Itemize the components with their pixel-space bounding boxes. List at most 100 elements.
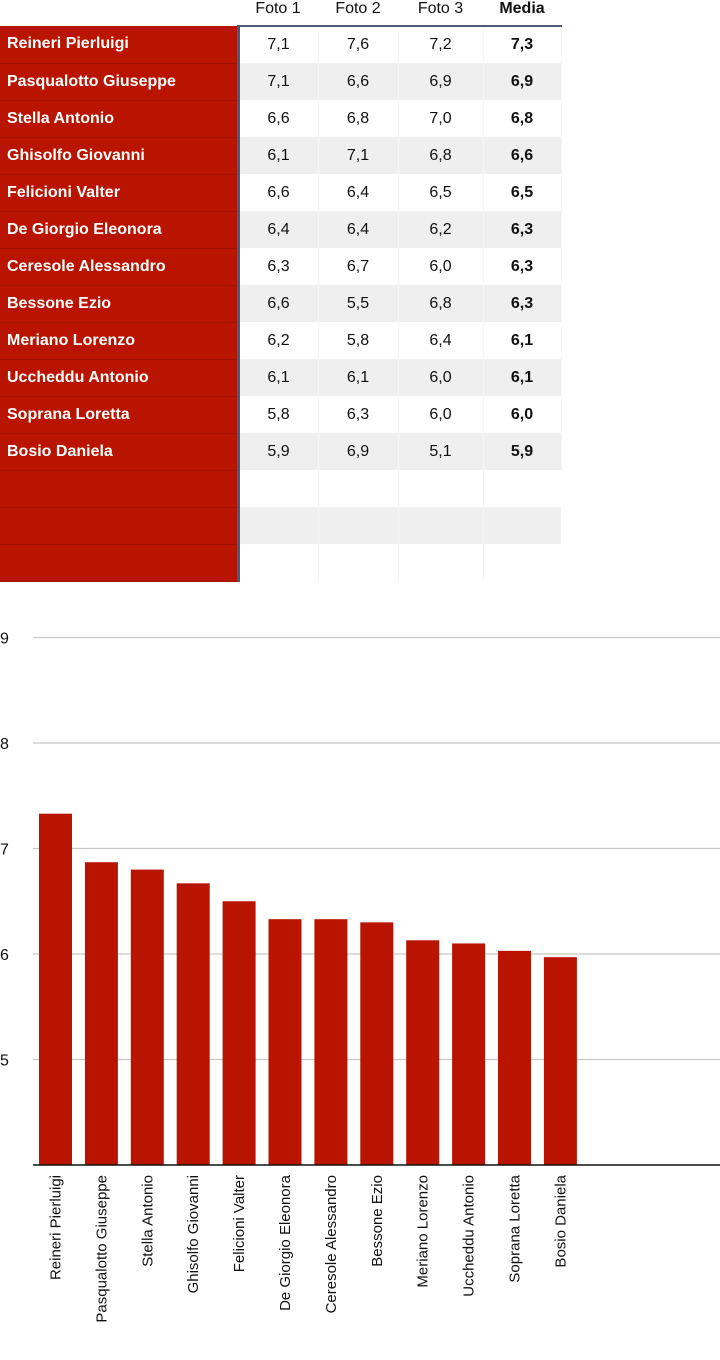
bar — [130, 869, 164, 1165]
foto2-cell: 6,9 — [318, 433, 399, 470]
x-category-label: Bessone Ezio — [369, 1175, 386, 1267]
table-row — [0, 470, 561, 508]
name-cell: Soprana Loretta — [0, 396, 240, 434]
x-category-label: Ceresole Alessandro — [323, 1175, 340, 1313]
foto3-cell: 6,8 — [398, 137, 484, 174]
name-cell: Stella Antonio — [0, 100, 240, 138]
bar — [406, 940, 440, 1165]
foto2-cell: 6,8 — [318, 100, 399, 137]
table-row: Soprana Loretta 5,8 6,3 6,0 6,0 — [0, 396, 562, 434]
foto1-cell: 7,1 — [238, 63, 319, 100]
table-row: Felicioni Valter 6,6 6,4 6,5 6,5 — [0, 174, 562, 212]
table-row: Pasqualotto Giuseppe 7,1 6,6 6,9 6,9 — [0, 63, 562, 101]
media-cell: 5,9 — [483, 433, 562, 470]
name-cell: Felicioni Valter — [0, 174, 240, 212]
foto1-cell: 6,6 — [238, 285, 319, 322]
name-cell: Ghisolfo Giovanni — [0, 137, 240, 175]
foto1-cell: 6,4 — [238, 211, 319, 248]
media-cell: 6,1 — [483, 322, 562, 359]
foto2-cell: 6,1 — [318, 359, 399, 396]
foto2-cell: 7,1 — [318, 137, 399, 174]
header-foto3: Foto 3 — [398, 0, 483, 27]
y-tick-label: 9 — [0, 631, 9, 648]
name-cell: Bessone Ezio — [0, 285, 240, 323]
table-row: Stella Antonio 6,6 6,8 7,0 6,8 — [0, 100, 562, 138]
y-tick-label: 5 — [0, 1053, 9, 1070]
table-row: Uccheddu Antonio 6,1 6,1 6,0 6,1 — [0, 359, 562, 397]
foto3-cell: 6,0 — [398, 396, 484, 433]
media-cell — [483, 544, 561, 581]
foto3-cell: 6,8 — [398, 285, 484, 322]
name-cell: Meriano Lorenzo — [0, 322, 240, 360]
foto3-cell: 7,2 — [398, 26, 484, 63]
media-cell: 6,0 — [483, 396, 562, 433]
table-header-row: Foto 1 Foto 2 Foto 3 Media — [0, 0, 561, 27]
bar — [360, 922, 394, 1165]
name-cell — [0, 470, 240, 508]
y-tick-label: 7 — [0, 842, 9, 859]
bar — [543, 957, 577, 1165]
foto1-cell: 6,1 — [238, 137, 319, 174]
x-category-label: Felicioni Valter — [231, 1175, 248, 1272]
foto2-cell: 5,5 — [318, 285, 399, 322]
name-cell: Pasqualotto Giuseppe — [0, 63, 240, 101]
bar — [84, 862, 118, 1165]
scores-table-container: Foto 1 Foto 2 Foto 3 Media Reineri Pierl… — [0, 0, 562, 582]
foto2-cell: 6,4 — [318, 211, 399, 248]
foto2-cell: 6,4 — [318, 174, 399, 211]
foto1-cell: 5,9 — [238, 433, 319, 470]
media-cell: 6,3 — [483, 285, 562, 322]
media-cell: 7,3 — [483, 26, 562, 63]
bar — [39, 813, 72, 1165]
x-category-label: De Giorgio Eleonora — [277, 1174, 294, 1311]
media-cell: 6,3 — [483, 248, 562, 285]
foto1-cell: 5,8 — [238, 396, 319, 433]
x-category-label: Uccheddu Antonio — [461, 1175, 478, 1297]
foto1-cell: 7,1 — [238, 26, 319, 63]
name-cell: Ceresole Alessandro — [0, 248, 240, 286]
x-category-label: Stella Antonio — [139, 1175, 156, 1267]
media-cell — [483, 507, 561, 544]
name-cell: Bosio Daniela — [0, 433, 240, 471]
bar — [222, 901, 256, 1165]
header-foto2: Foto 2 — [318, 0, 398, 27]
bar — [176, 883, 210, 1165]
table-row — [0, 544, 561, 582]
foto3-cell: 7,0 — [398, 100, 484, 137]
foto3-cell: 6,2 — [398, 211, 484, 248]
foto1-cell: 6,1 — [238, 359, 319, 396]
foto1-cell: 6,6 — [238, 100, 319, 137]
name-cell: De Giorgio Eleonora — [0, 211, 240, 249]
foto2-cell — [318, 507, 399, 544]
foto1-cell: 6,3 — [238, 248, 319, 285]
x-category-label: Meriano Lorenzo — [415, 1175, 432, 1288]
media-cell — [483, 470, 561, 507]
table-row: Reineri Pierluigi 7,1 7,6 7,2 7,3 — [0, 26, 562, 64]
media-cell: 6,5 — [483, 174, 562, 211]
media-cell: 6,9 — [483, 63, 562, 100]
foto3-cell: 5,1 — [398, 433, 484, 470]
table-row: Ghisolfo Giovanni 6,1 7,1 6,8 6,6 — [0, 137, 562, 175]
table-row: De Giorgio Eleonora 6,4 6,4 6,2 6,3 — [0, 211, 562, 249]
foto3-cell: 6,4 — [398, 322, 484, 359]
foto2-cell — [318, 470, 399, 507]
x-category-label: Reineri Pierluigi — [48, 1175, 65, 1280]
foto3-cell: 6,9 — [398, 63, 484, 100]
foto1-cell: 6,6 — [238, 174, 319, 211]
bar — [268, 919, 302, 1165]
header-foto1: Foto 1 — [238, 0, 318, 27]
x-category-label: Bosio Daniela — [552, 1174, 569, 1267]
foto2-cell: 6,7 — [318, 248, 399, 285]
foto2-cell: 6,6 — [318, 63, 399, 100]
foto1-cell: 6,2 — [238, 322, 319, 359]
y-tick-label: 8 — [0, 736, 9, 753]
foto3-cell — [398, 470, 484, 507]
foto3-cell — [398, 507, 484, 544]
foto1-cell — [238, 507, 319, 544]
foto1-cell — [238, 544, 319, 581]
foto2-cell — [318, 544, 399, 581]
bar — [498, 950, 531, 1165]
bar — [314, 919, 348, 1165]
x-category-label: Soprana Loretta — [507, 1174, 524, 1282]
name-cell — [0, 544, 240, 582]
